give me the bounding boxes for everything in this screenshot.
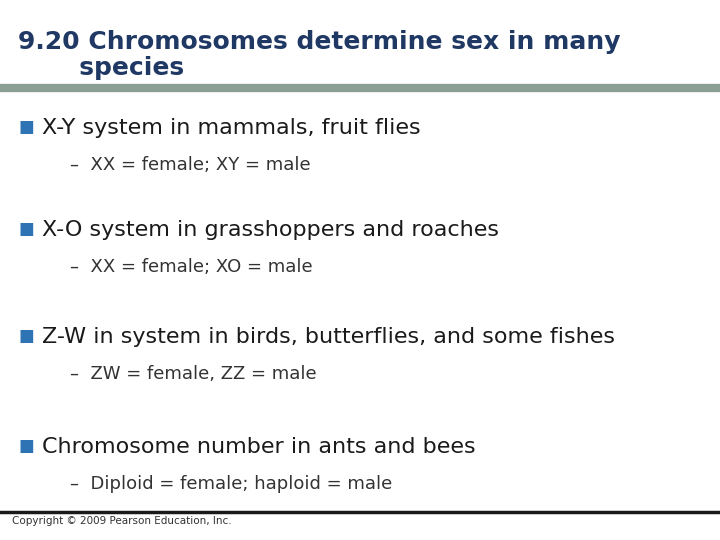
- Text: ■: ■: [18, 118, 34, 136]
- Text: X-Y system in mammals, fruit flies: X-Y system in mammals, fruit flies: [42, 118, 420, 138]
- Text: Chromosome number in ants and bees: Chromosome number in ants and bees: [42, 437, 476, 457]
- Text: ■: ■: [18, 220, 34, 238]
- Text: species: species: [18, 56, 184, 80]
- Text: Copyright © 2009 Pearson Education, Inc.: Copyright © 2009 Pearson Education, Inc.: [12, 516, 232, 526]
- Text: ■: ■: [18, 327, 34, 345]
- Text: X-O system in grasshoppers and roaches: X-O system in grasshoppers and roaches: [42, 220, 499, 240]
- Text: –  ZW = female, ZZ = male: – ZW = female, ZZ = male: [70, 365, 317, 383]
- Text: ■: ■: [18, 437, 34, 455]
- Text: –  XX = female; XO = male: – XX = female; XO = male: [70, 258, 312, 276]
- Text: –  XX = female; XY = male: – XX = female; XY = male: [70, 156, 310, 174]
- Text: Z-W in system in birds, butterflies, and some fishes: Z-W in system in birds, butterflies, and…: [42, 327, 615, 347]
- Text: 9.20 Chromosomes determine sex in many: 9.20 Chromosomes determine sex in many: [18, 30, 621, 54]
- Text: –  Diploid = female; haploid = male: – Diploid = female; haploid = male: [70, 475, 392, 493]
